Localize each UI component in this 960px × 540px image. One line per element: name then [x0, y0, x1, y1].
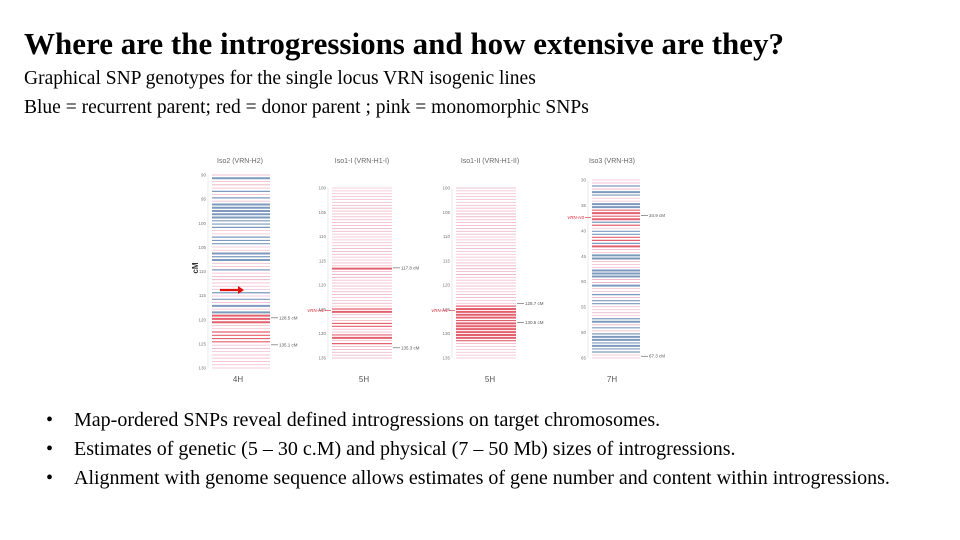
chromosome-label: 4H — [233, 375, 243, 384]
annotation-label: 135.1 cM — [279, 342, 298, 347]
tick-label: 110 — [319, 234, 327, 239]
tick-label: 120 — [318, 283, 326, 288]
tick-label: 65 — [581, 356, 587, 361]
tick-label: 120 — [442, 283, 450, 288]
chromosome-label: 7H — [607, 375, 617, 384]
bullet-item: Map-ordered SNPs reveal defined introgre… — [46, 406, 946, 435]
chromosome-label: 5H — [485, 375, 495, 384]
bullet-list: Map-ordered SNPs reveal defined introgre… — [46, 406, 946, 493]
tick-label: 125 — [442, 307, 450, 312]
tick-label: 135 — [442, 356, 450, 361]
annotation-label: 117.8 cM — [401, 265, 419, 270]
tick-label: 45 — [581, 254, 587, 259]
tick-label: 135 — [318, 356, 326, 361]
annotation-label: 128.5 cM — [279, 315, 298, 320]
tick-label: 60 — [581, 330, 587, 335]
tick-label: 130 — [442, 331, 450, 336]
panels-group: Iso2 (VRN-H2) 90 95 100 105 110 115 120 125 130 12… — [198, 158, 665, 384]
highlight-arrow-head — [238, 286, 244, 294]
tick-label: 35 — [581, 203, 587, 208]
tick-label: 40 — [581, 228, 587, 233]
tick-label: 55 — [581, 305, 587, 310]
tick-label: 110 — [443, 234, 451, 239]
annotation-label: 130.5 cM — [525, 320, 544, 325]
tick-label: 105 — [442, 210, 450, 215]
panel-title: Iso1-I (VRN-H1-I) — [335, 158, 389, 165]
slide-title: Where are the introgressions and how ext… — [24, 26, 785, 61]
vrn-gene-label: VRN-H1 — [307, 308, 324, 313]
subtitle-line-2: Blue = recurrent parent; red = donor par… — [24, 97, 589, 118]
tick-label: 110 — [199, 269, 207, 274]
vrn-gene-label: VRN-H3 — [567, 215, 584, 220]
tick-label: 115 — [199, 293, 207, 298]
tick-label: 125 — [318, 307, 326, 312]
annotation-label: 34.9 cM — [649, 213, 665, 218]
tick-label: 100 — [442, 186, 450, 191]
annotation-label: 67.3 cM — [649, 354, 665, 359]
tick-label: 105 — [318, 210, 326, 215]
panel-title: Iso3 (VRN-H3) — [589, 158, 635, 165]
tick-label: 90 — [201, 173, 207, 178]
vrn-gene-label: VRN-H1 — [431, 308, 448, 313]
bullet-item: Estimates of genetic (5 – 30 c.M) and ph… — [46, 435, 946, 464]
tick-label: 105 — [198, 245, 206, 250]
tick-label: 130 — [318, 331, 326, 336]
tick-label: 100 — [198, 221, 206, 226]
tick-label: 115 — [443, 258, 451, 263]
tick-label: 30 — [581, 178, 587, 183]
subtitle-line-1: Graphical SNP genotypes for the single l… — [24, 68, 536, 89]
panel-title: Iso1-II (VRN-H1-II) — [461, 158, 519, 165]
annotation-label: 128.7 cM — [525, 301, 544, 306]
tick-label: 120 — [198, 317, 206, 322]
tick-label: 125 — [198, 341, 206, 346]
tick-label: 95 — [201, 197, 207, 202]
tick-label: 115 — [319, 258, 327, 263]
y-axis-label: cM — [191, 262, 200, 273]
tick-label: 50 — [581, 279, 587, 284]
chromosome-label: 5H — [359, 375, 369, 384]
tick-label: 130 — [198, 366, 206, 371]
panel-title: Iso2 (VRN-H2) — [217, 158, 263, 165]
tick-label: 100 — [318, 186, 326, 191]
bullet-item: Alignment with genome sequence allows es… — [46, 464, 946, 493]
annotation-label: 135.3 cM — [401, 345, 420, 350]
